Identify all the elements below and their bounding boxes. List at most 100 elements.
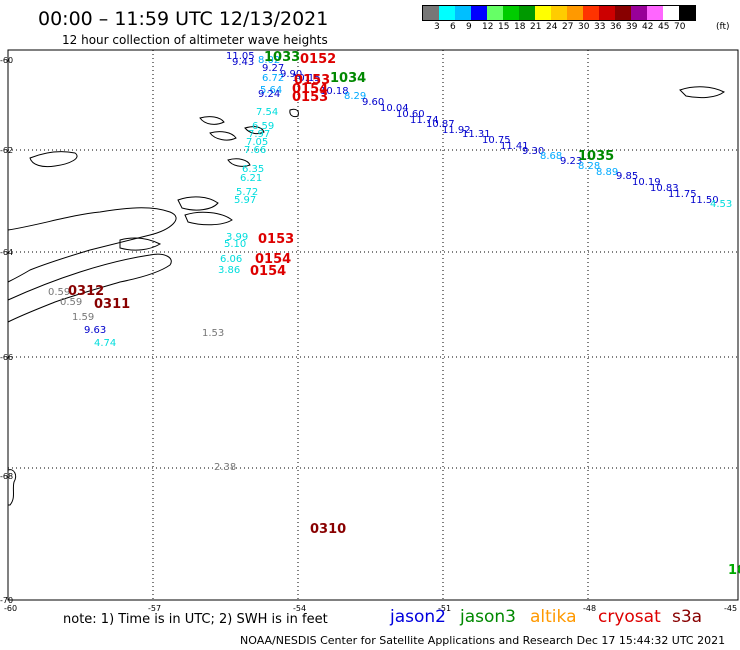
wave-height-label: 10.87 — [426, 119, 455, 130]
pass-time-label: 1034 — [330, 71, 367, 86]
pass-time-label: 0312 — [68, 284, 105, 299]
colorbar-tick-label: 36 — [610, 22, 622, 32]
wave-height-label: 1.53 — [202, 328, 225, 339]
legend-entry-s3a: s3a — [672, 607, 703, 627]
map-subtitle: 12 hour collection of altimeter wave hei… — [62, 33, 328, 47]
footnote: note: 1) Time is in UTC; 2) SWH is in fe… — [63, 612, 328, 627]
map-title: 00:00 – 11:59 UTC 12/13/2021 — [38, 8, 329, 30]
legend-entry-jason2: jason2 — [390, 607, 446, 627]
longitude-label: -48 — [583, 604, 597, 613]
legend-entry-jason3: jason3 — [460, 607, 516, 627]
wave-height-label: 9.60 — [362, 97, 385, 108]
colorbar-swatch — [487, 6, 503, 20]
pass-time-label: 0153 — [292, 90, 329, 105]
wave-height-label: 9.27 — [262, 63, 285, 74]
coastlines — [7, 86, 725, 506]
wave-height-label: 1.59 — [72, 312, 95, 323]
pass-time-label: 16 — [728, 563, 740, 578]
wave-height-label: 2.38 — [214, 462, 237, 473]
colorbar-swatch — [455, 6, 471, 20]
latitude-label: -70 — [0, 596, 14, 605]
colorbar-tick-label: 30 — [578, 22, 590, 32]
wave-height-label: 10.19 — [632, 177, 661, 188]
colorbar-swatch — [551, 6, 567, 20]
wave-height-label: 3.99 — [226, 232, 249, 243]
wave-height-label: 6.06 — [220, 254, 243, 265]
pass-time-label: 0310 — [310, 522, 347, 537]
wave-height-label: 8.29 — [344, 91, 367, 102]
longitude-label: -45 — [724, 604, 738, 613]
pass-time-label: 0311 — [94, 297, 131, 312]
colorbar-tick-label: 6 — [450, 22, 456, 32]
wave-height-label: 4.74 — [94, 338, 117, 349]
wave-height-label: 11.05 — [226, 51, 255, 62]
colorbar-swatch — [471, 6, 487, 20]
colorbar-swatch — [503, 6, 519, 20]
colorbar-swatch — [567, 6, 583, 20]
wave-height-label: 10.15 — [292, 73, 321, 84]
wave-height-label: 11.92 — [442, 125, 471, 136]
longitude-label: -60 — [4, 604, 18, 613]
wave-height-label: 6.35 — [242, 164, 265, 175]
latitude-label: -64 — [0, 248, 14, 257]
wave-height-label: 8.89 — [596, 167, 619, 178]
colorbar-tick-label: 18 — [514, 22, 526, 32]
wave-height-label: 4.53 — [710, 199, 733, 210]
pass-time-label: 0152 — [300, 52, 337, 67]
wave-height-label: 11.50 — [690, 195, 719, 206]
wave-height-label: 9.43 — [232, 57, 255, 68]
wave-height-label: 7.05 — [246, 137, 269, 148]
colorbar-tick-label: 45 — [658, 22, 670, 32]
wave-height-label: 11.31 — [462, 129, 491, 140]
colorbar-tick-label: 12 — [482, 22, 494, 32]
colorbar-tick-label: 3 — [434, 22, 440, 32]
colorbar-swatch — [679, 6, 695, 20]
colorbar-tick-label: 33 — [594, 22, 606, 32]
pass-time-label: 0153 — [294, 73, 331, 88]
wave-height-label: 3.86 — [218, 265, 241, 276]
colorbar-tick-label: 39 — [626, 22, 638, 32]
colorbar-swatch — [599, 6, 615, 20]
wave-height-label: 5.72 — [236, 187, 259, 198]
colorbar-unit: (ft) — [716, 22, 730, 32]
longitude-label: -57 — [148, 604, 162, 613]
wave-height-label: 5.10 — [224, 239, 247, 250]
wave-height-label: 9.30 — [522, 146, 545, 157]
wave-height-label: 10.75 — [482, 135, 511, 146]
wave-height-label: 10.83 — [650, 183, 679, 194]
gridlines — [8, 50, 738, 600]
latitude-label: -60 — [0, 56, 14, 65]
wave-height-label: 7.97 — [248, 129, 271, 140]
colorbar-swatch — [439, 6, 455, 20]
wave-height-label: 7.66 — [244, 145, 267, 156]
wave-height-label: 10.18 — [320, 86, 349, 97]
colorbar-tick-label: 9 — [466, 22, 472, 32]
wave-height-label: 6.59 — [252, 121, 275, 132]
wave-height-label: 7.54 — [256, 107, 279, 118]
wave-height-label: 11.41 — [500, 141, 529, 152]
colorbar-tick-label: 15 — [498, 22, 510, 32]
colorbar-tick-label: 27 — [562, 22, 574, 32]
legend-entry-altika: altika — [530, 607, 577, 627]
colorbar-swatch — [631, 6, 647, 20]
wave-height-label: 11.75 — [668, 189, 697, 200]
wave-height-label: 8.28 — [578, 161, 601, 172]
legend-entry-cryosat: cryosat — [598, 607, 661, 627]
pass-time-label: 0154 — [255, 252, 292, 267]
wave-height-label: 10.60 — [396, 109, 425, 120]
colorbar-swatch — [583, 6, 599, 20]
longitude-label: -51 — [438, 604, 452, 613]
colorbar-swatch — [615, 6, 631, 20]
wave-height-label: 10.04 — [380, 103, 409, 114]
latitude-label: -62 — [0, 146, 14, 155]
colorbar-swatch — [519, 6, 535, 20]
wave-height-label: 6.21 — [240, 173, 263, 184]
pass-time-label: 0153 — [258, 232, 295, 247]
wave-height-label: 9.23 — [560, 156, 583, 167]
pass-time-label: 0154 — [292, 82, 329, 97]
map-frame — [7, 49, 739, 601]
wave-height-label: 0.59 — [48, 287, 71, 298]
colorbar-tick-label: 42 — [642, 22, 654, 32]
